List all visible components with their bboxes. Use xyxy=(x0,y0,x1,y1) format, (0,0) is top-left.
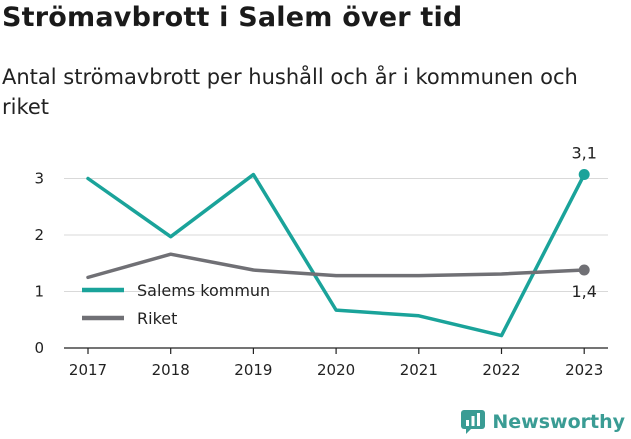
x-tick-label: 2020 xyxy=(317,361,355,379)
legend-label: Salems kommun xyxy=(137,281,270,300)
series-line-riket xyxy=(86,252,586,280)
brand-logo: Newsworthy xyxy=(460,409,625,435)
legend-label: Riket xyxy=(137,309,177,328)
series-line-kommun xyxy=(86,172,586,338)
x-tick-label: 2022 xyxy=(482,361,520,379)
chart-title: Strömavbrott i Salem över tid xyxy=(2,2,463,33)
end-point-marker xyxy=(578,169,590,181)
x-tick-label: 2021 xyxy=(400,361,438,379)
y-tick-label: 2 xyxy=(34,226,44,244)
end-value-label: 1,4 xyxy=(571,282,596,301)
x-tick-label: 2018 xyxy=(152,361,190,379)
x-tick-label: 2017 xyxy=(69,361,107,379)
brand-name: Newsworthy xyxy=(492,411,625,433)
x-tick-label: 2023 xyxy=(565,361,603,379)
x-tick-label: 2019 xyxy=(234,361,272,379)
y-tick-label: 0 xyxy=(34,339,44,357)
newsworthy-logo-icon xyxy=(461,410,486,434)
y-tick-label: 3 xyxy=(34,170,44,188)
end-value-label: 3,1 xyxy=(571,144,596,163)
end-point-marker xyxy=(578,264,590,276)
y-tick-label: 1 xyxy=(34,283,44,301)
chart-subtitle: Antal strömavbrott per hushåll och år i … xyxy=(2,65,578,119)
